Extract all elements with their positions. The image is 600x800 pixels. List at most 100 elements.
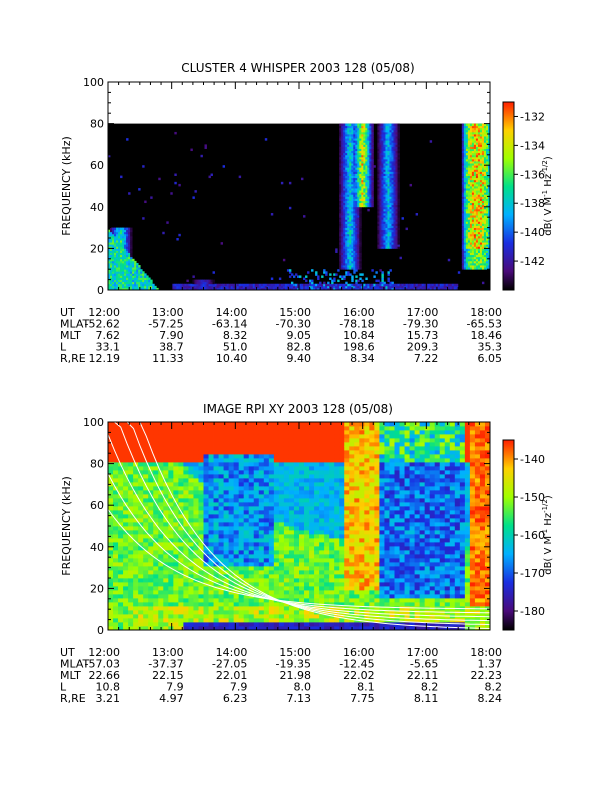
heatmap-cell <box>116 256 119 260</box>
heatmap-cell <box>138 275 141 278</box>
heatmap-cell <box>203 442 209 447</box>
heatmap-cell <box>178 498 184 503</box>
heatmap-cell <box>353 269 356 272</box>
heatmap-cell <box>112 267 115 270</box>
heatmap-cell <box>262 287 266 291</box>
heatmap-cell <box>343 146 346 149</box>
heatmap-cell <box>118 518 124 523</box>
heatmap-cell <box>183 578 189 583</box>
heatmap-cell <box>136 273 139 276</box>
heatmap-cell <box>351 233 354 237</box>
heatmap-cell <box>108 258 111 262</box>
heatmap-cell <box>126 267 129 270</box>
heatmap-cell <box>178 490 184 495</box>
heatmap-cell <box>353 177 356 181</box>
heatmap-cell <box>339 215 342 218</box>
heatmap-cell <box>301 283 304 287</box>
heatmap-cell <box>305 275 308 278</box>
heatmap-cell <box>347 283 350 287</box>
heatmap-cell <box>116 233 119 237</box>
heatmap-cell <box>343 127 346 131</box>
heatmap-cell <box>132 260 135 264</box>
heatmap-cell <box>128 430 134 435</box>
heatmap-cell <box>128 526 134 531</box>
heatmap-cell <box>345 246 348 249</box>
heatmap-cell <box>118 285 121 289</box>
heatmap-cell <box>339 250 342 253</box>
heatmap-cell <box>138 570 144 575</box>
heatmap-cell <box>341 144 344 147</box>
heatmap-cell <box>349 227 352 231</box>
heatmap-cell <box>183 446 189 451</box>
heatmap-cell <box>178 458 184 463</box>
heatmap-cell <box>148 482 154 487</box>
heatmap-cell <box>339 177 342 181</box>
heatmap-cell <box>188 518 194 523</box>
heatmap-cell <box>173 562 179 567</box>
heatmap-cell <box>116 252 119 256</box>
heatmap-cell <box>178 478 184 483</box>
heatmap-cell <box>116 254 119 258</box>
heatmap-cell <box>345 148 348 152</box>
heatmap-cell <box>120 260 123 264</box>
heatmap-cell <box>173 478 179 483</box>
heatmap-cell <box>343 287 346 291</box>
heatmap-cell <box>353 215 356 218</box>
heatmap-cell <box>172 287 175 291</box>
heatmap-cell <box>447 258 451 262</box>
heatmap-cell <box>118 250 121 253</box>
heatmap-cell <box>144 287 147 291</box>
heatmap-cell <box>132 262 135 266</box>
heatmap-cell <box>343 206 346 210</box>
heatmap-cell <box>266 285 270 289</box>
heatmap-cell <box>347 227 350 231</box>
heatmap-cell <box>345 235 348 239</box>
heatmap-cell <box>173 598 179 603</box>
heatmap-cell <box>301 287 304 291</box>
heatmap-cell <box>341 204 344 208</box>
heatmap-cell <box>208 530 214 535</box>
heatmap-cell <box>323 287 326 291</box>
heatmap-cell <box>339 196 342 199</box>
heatmap-cell <box>163 578 169 583</box>
heatmap-cell <box>153 546 159 551</box>
heatmap-cell <box>124 258 127 262</box>
heatmap-cell <box>203 446 209 451</box>
heatmap-cell <box>153 602 159 607</box>
heatmap-cell <box>349 165 352 168</box>
heatmap-cell <box>174 287 177 291</box>
heatmap-cell <box>208 602 214 607</box>
heatmap-cell <box>188 558 194 563</box>
heatmap-cell <box>309 283 312 287</box>
heatmap-cell <box>120 252 123 256</box>
colorbar-tick-label: -142 <box>520 255 545 268</box>
heatmap-cell <box>339 233 342 237</box>
heatmap-cell <box>335 248 338 251</box>
heatmap-cell <box>252 285 256 289</box>
heatmap-cell <box>112 281 115 285</box>
heatmap-cell <box>124 242 127 245</box>
heatmap-cell <box>136 265 139 268</box>
heatmap-cell <box>325 287 328 291</box>
heatmap-cell <box>347 206 350 210</box>
heatmap-cell <box>128 269 131 272</box>
heatmap-cell <box>208 442 214 447</box>
heatmap-cell <box>353 206 356 210</box>
heatmap-cell <box>343 181 346 185</box>
heatmap-cell <box>357 202 360 206</box>
heatmap-cell <box>108 602 114 607</box>
heatmap-cell <box>158 574 164 579</box>
heatmap-cell <box>122 285 125 289</box>
heatmap-cell <box>339 175 342 179</box>
heatmap-cell <box>134 275 137 278</box>
heatmap-cell <box>193 450 199 455</box>
heatmap-cell <box>353 154 356 158</box>
heatmap-cell <box>128 462 134 467</box>
heatmap-cell <box>122 279 125 283</box>
heatmap-cell <box>114 250 117 253</box>
heatmap-cell <box>178 426 184 431</box>
heatmap-cell <box>481 281 485 285</box>
heatmap-cell <box>108 566 114 571</box>
heatmap-cell <box>173 590 179 595</box>
heatmap-cell <box>347 171 350 174</box>
